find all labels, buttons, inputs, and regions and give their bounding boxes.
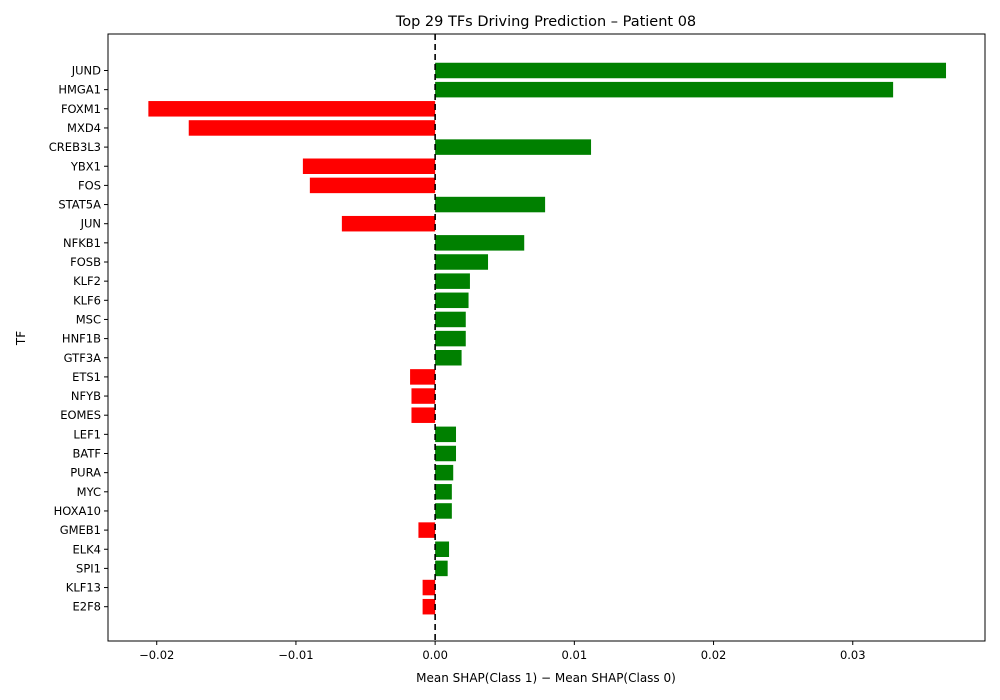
y-tick-label: FOXM1 <box>61 102 101 116</box>
bars <box>148 62 947 615</box>
y-tick-label: GMEB1 <box>60 523 101 537</box>
y-tick-label: MYC <box>77 485 101 499</box>
x-axis: −0.02 −0.01 0.00 0.01 0.02 0.03 <box>139 641 866 662</box>
y-tick-label: GTF3A <box>64 351 101 365</box>
y-tick-label: JUN <box>80 217 101 231</box>
x-tick-label: 0.00 <box>422 648 448 662</box>
y-tick-label: MXD4 <box>67 121 101 135</box>
y-tick-label: SPI1 <box>76 561 101 575</box>
y-tick-label: HMGA1 <box>58 83 101 97</box>
bar-nfyb <box>411 388 436 404</box>
bar-fosb <box>435 254 489 270</box>
bar-fos <box>309 177 436 194</box>
bar-msc <box>435 311 466 328</box>
bar-ets1 <box>410 369 436 385</box>
bar-elk4 <box>435 541 450 557</box>
y-tick-label: FOSB <box>70 255 101 269</box>
y-tick-label: NFKB1 <box>63 236 101 250</box>
x-tick-label: 0.03 <box>840 648 866 662</box>
y-tick-label: MSC <box>76 312 101 326</box>
y-tick-label: KLF13 <box>66 581 101 595</box>
bar-klf6 <box>435 292 469 309</box>
y-tick-label: CREB3L3 <box>49 140 101 154</box>
chart-title: Top 29 TFs Driving Prediction – Patient … <box>395 14 696 30</box>
bar-myc <box>435 484 452 500</box>
y-tick-label: STAT5A <box>58 198 101 212</box>
y-tick-label: YBX1 <box>70 159 101 173</box>
y-tick-label: HOXA10 <box>54 504 101 518</box>
bar-nfkb1 <box>435 235 525 251</box>
y-tick-label: KLF2 <box>73 274 101 288</box>
y-tick-label: KLF6 <box>73 293 101 307</box>
bar-ybx1 <box>302 158 436 174</box>
bar-gtf3a <box>435 350 462 366</box>
y-tick-label: JUND <box>71 64 101 78</box>
y-axis: JUND HMGA1 FOXM1 MXD4 CREB3L3 YBX1 FOS STAT5A JU… <box>49 64 108 614</box>
y-tick-label: LEF1 <box>73 427 101 441</box>
x-axis-label: Mean SHAP(Class 1) − Mean SHAP(Class 0) <box>416 671 676 685</box>
bar-stat5a <box>435 196 546 213</box>
y-axis-label: TF <box>14 331 28 346</box>
bar-jund <box>435 62 947 79</box>
y-tick-label: NFYB <box>71 389 101 403</box>
bar-hoxa10 <box>435 503 452 519</box>
bar-klf13 <box>422 579 436 596</box>
y-tick-label: FOS <box>78 178 101 192</box>
bar-gmeb1 <box>418 522 436 538</box>
bar-mxd4 <box>188 120 436 136</box>
y-tick-label: HNF1B <box>62 332 101 346</box>
x-tick-label: −0.01 <box>278 648 313 662</box>
bar-e2f8 <box>422 598 436 615</box>
x-tick-label: 0.02 <box>701 648 727 662</box>
y-tick-label: E2F8 <box>72 600 101 614</box>
bar-foxm1 <box>148 101 436 117</box>
bar-jun <box>341 215 436 232</box>
bar-pura <box>435 464 454 481</box>
bar-creb3l3 <box>435 139 592 155</box>
bar-batf <box>435 445 457 462</box>
y-tick-label: BATF <box>72 447 101 461</box>
y-tick-label: ETS1 <box>72 370 101 384</box>
bar-hmga1 <box>435 81 894 98</box>
bar-hnf1b <box>435 330 466 347</box>
x-tick-label: 0.01 <box>562 648 588 662</box>
plot-frame <box>107 33 986 642</box>
bar-lef1 <box>435 426 457 443</box>
bar-spi1 <box>435 560 448 577</box>
bar-eomes <box>411 407 436 423</box>
y-tick-label: ELK4 <box>72 542 101 556</box>
y-tick-label: PURA <box>70 466 101 480</box>
x-tick-label: −0.02 <box>139 648 174 662</box>
y-tick-label: EOMES <box>60 408 101 422</box>
bar-klf2 <box>435 273 470 289</box>
